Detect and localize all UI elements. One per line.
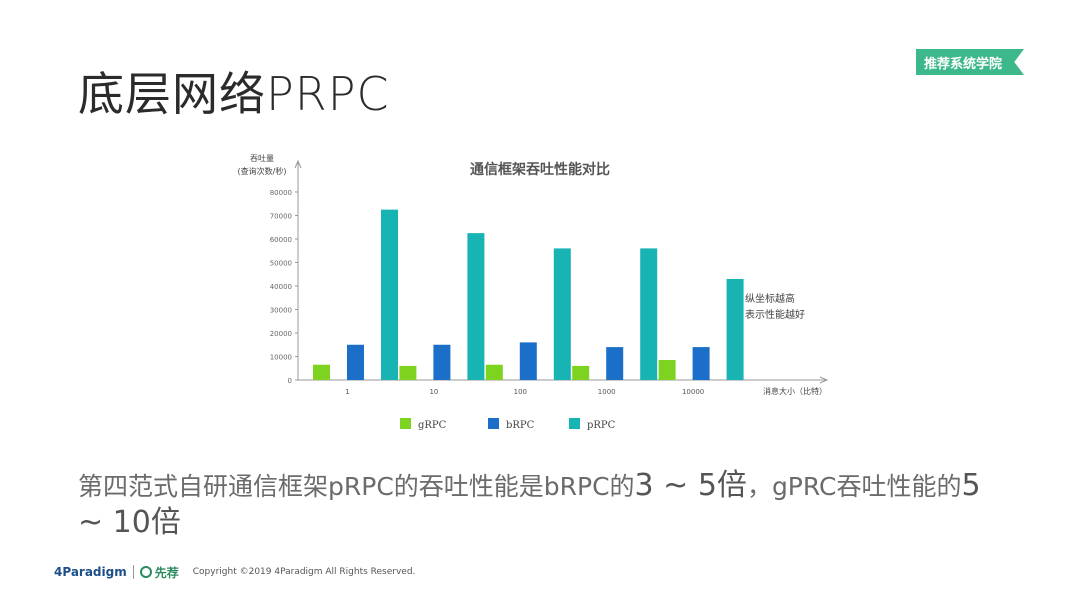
legend-swatch-prpc: [569, 418, 580, 429]
chart-title: 通信框架吞吐性能对比: [470, 161, 610, 178]
y-axis-label-line1: 吞吐量: [250, 154, 274, 163]
caption-highlight-grpc: 5 ~ 10倍: [78, 468, 981, 540]
bar-brpc: [606, 347, 624, 380]
4paradigm-logo: 4Paradigm: [54, 565, 127, 579]
bar-prpc: [381, 209, 398, 380]
page-title: 底层网络PRPC: [78, 67, 390, 121]
caption-text-2: ，gPRC吞吐性能的: [746, 472, 962, 501]
bar-prpc: [553, 248, 571, 380]
bar-prpc: [467, 233, 485, 380]
caption: 第四范式自研通信框架pRPC的吞吐性能是bRPC的3 ~ 5倍，gPRC吞吐性能…: [78, 468, 998, 542]
y-axis-arrow-icon: [294, 159, 302, 169]
academy-badge: 推荐系统学院: [916, 49, 1024, 75]
xianjian-logo-icon: [139, 566, 152, 578]
y-tick-label: 50000: [270, 260, 292, 268]
annotation-line1: 纵坐标越高: [745, 292, 795, 305]
x-tick-label: 10: [429, 388, 438, 396]
legend-label-prpc: pRPC: [587, 420, 616, 431]
x-tick-label: 10000: [682, 388, 704, 396]
bar-brpc: [519, 342, 537, 380]
bar-brpc: [347, 344, 364, 380]
bar-grpc: [485, 364, 503, 380]
bar-brpc: [692, 347, 710, 380]
bar-grpc: [313, 364, 330, 380]
y-tick-label: 10000: [270, 354, 292, 362]
y-tick-label: 60000: [270, 236, 292, 244]
annotation-line2: 表示性能越好: [745, 308, 805, 321]
footer-divider: [132, 565, 134, 579]
y-tick-label: 40000: [270, 283, 292, 291]
y-tick-label: 70000: [270, 213, 292, 221]
footer: 4Paradigm 先荐 Copyright ©2019 4Paradigm A…: [54, 562, 415, 582]
y-tick-label: 30000: [270, 307, 292, 315]
legend-swatch-grpc: [400, 418, 411, 429]
y-axis-label-line2: (查询次数/秒): [238, 166, 287, 176]
xianjian-logo-text: 先荐: [154, 565, 179, 580]
bar-prpc: [726, 278, 744, 380]
y-tick-label: 20000: [270, 330, 292, 338]
throughput-chart: 通信框架吞吐性能对比 吞吐量 (查询次数/秒) 0 10000 20000 30000 400…: [238, 154, 829, 431]
caption-highlight-brpc: 3 ~ 5倍: [634, 468, 747, 503]
x-axis-arrow-icon: [819, 376, 829, 384]
x-tick-label: 1000: [598, 388, 616, 396]
x-axis-label: 消息大小（比特）: [763, 386, 827, 396]
legend-label-grpc: gRPC: [418, 420, 447, 431]
copyright-text: Copyright ©2019 4Paradigm All Rights Res…: [192, 567, 416, 577]
x-tick-label: 1: [345, 388, 349, 396]
bar-grpc: [572, 365, 590, 380]
legend-label-brpc: bRPC: [506, 420, 535, 431]
caption-text-1: 第四范式自研通信框架pRPC的吞吐性能是bRPC的: [78, 472, 635, 501]
y-tick-label: 0: [288, 377, 292, 385]
xianjian-logo: 先荐: [139, 564, 179, 581]
y-tick-label: 80000: [270, 189, 292, 197]
legend-swatch-brpc: [488, 418, 499, 429]
bar-prpc: [640, 248, 658, 380]
x-tick-label: 100: [514, 388, 527, 396]
bar-grpc: [399, 365, 417, 380]
bar-grpc: [658, 360, 676, 380]
bar-brpc: [433, 344, 451, 380]
